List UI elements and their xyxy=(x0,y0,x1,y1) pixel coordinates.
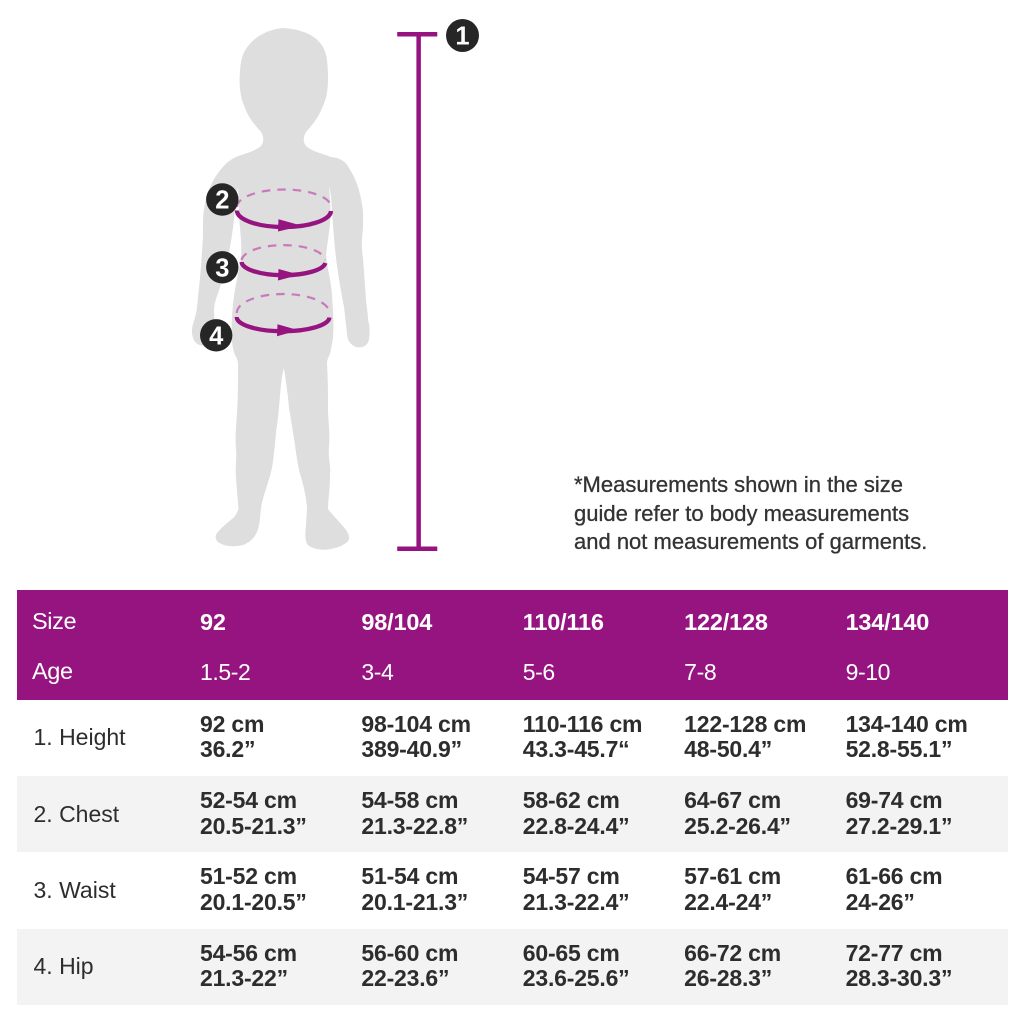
svg-text:1: 1 xyxy=(455,23,469,51)
svg-text:3: 3 xyxy=(215,255,229,283)
svg-text:2: 2 xyxy=(215,187,229,215)
svg-text:4: 4 xyxy=(209,323,224,351)
